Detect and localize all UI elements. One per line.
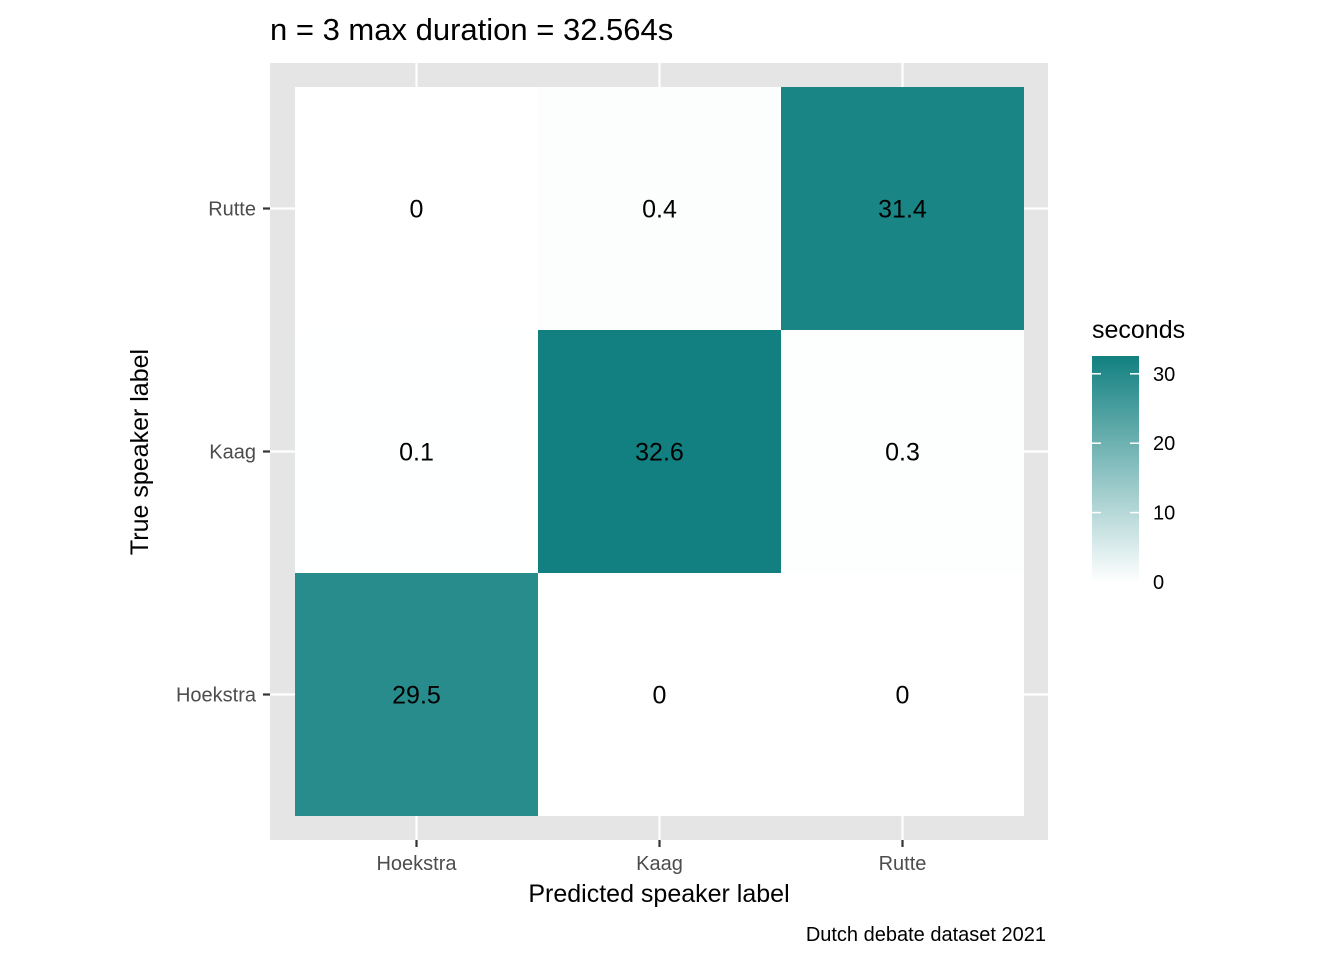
cell-value-label: 0 [896,682,910,710]
heatmap-cell-kaag-hoekstra [295,330,538,573]
legend-tick-label: 20 [1153,433,1175,455]
legend-title: seconds [1092,316,1185,344]
heatmap-cell-hoekstra-rutte [781,573,1024,816]
legend-colorbar [1092,356,1139,582]
heatmap-cell-kaag-rutte [781,330,1024,573]
cell-value-label: 31.4 [878,196,927,224]
y-axis-title: True speaker label [126,349,154,555]
heatmap-cell-hoekstra-kaag [538,573,781,816]
x-tick-label-rutte: Rutte [879,853,927,875]
heatmap-cell-hoekstra-hoekstra [295,573,538,816]
cell-value-label: 0.4 [642,196,677,224]
chart-title: n = 3 max duration = 32.564s [270,12,673,47]
cell-value-label: 0.3 [885,439,920,467]
legend-ticks: 0 10 20 30 [1092,364,1175,594]
heatmap-cells [295,87,1024,816]
cell-value-label: 0.1 [399,439,434,467]
heatmap-cell-kaag-kaag [538,330,781,573]
legend-tick-label: 10 [1153,503,1175,525]
y-tick-label-hoekstra: Hoekstra [176,685,257,707]
legend-tick-label: 30 [1153,364,1175,386]
heatmap-cell-rutte-rutte [781,87,1024,330]
y-tick-label-kaag: Kaag [209,442,256,464]
heatmap-cell-rutte-hoekstra [295,87,538,330]
cell-value-label: 0 [410,196,424,224]
heatmap-cell-rutte-kaag [538,87,781,330]
x-axis-title: Predicted speaker label [528,880,789,908]
cell-value-label: 32.6 [635,439,684,467]
chart-caption: Dutch debate dataset 2021 [806,924,1046,946]
cell-value-label: 29.5 [392,682,441,710]
color-legend: seconds 0 10 20 30 [1092,316,1185,594]
x-tick-label-kaag: Kaag [636,853,683,875]
x-tick-label-hoekstra: Hoekstra [376,853,457,875]
y-tick-label-rutte: Rutte [208,199,256,221]
legend-tick-label: 0 [1153,572,1164,594]
x-axis: Hoekstra Kaag Rutte [376,840,926,875]
cell-value-label: 0 [653,682,667,710]
heatmap-cell-labels: 0 0.4 31.4 0.1 32.6 0.3 29.5 0 0 [392,196,927,710]
y-axis: Hoekstra Kaag Rutte [176,199,270,707]
